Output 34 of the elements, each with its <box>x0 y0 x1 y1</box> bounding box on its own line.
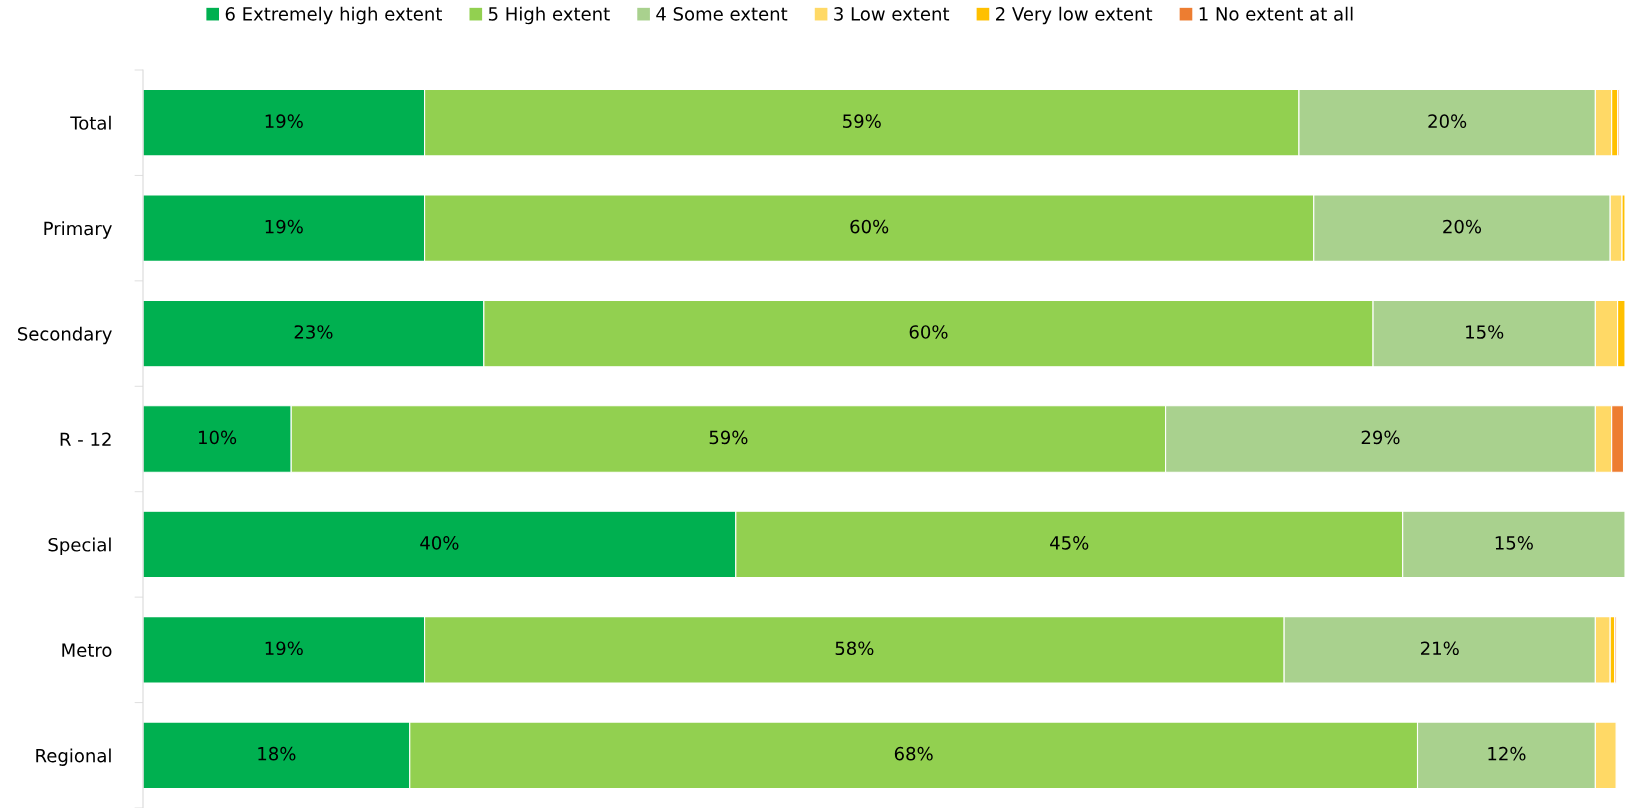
data-label: 19% <box>265 641 303 656</box>
data-label: 20% <box>1428 114 1467 128</box>
data-label: 12% <box>1488 746 1526 761</box>
legend-label: 3 Low extent <box>834 7 950 21</box>
data-label: 59% <box>843 114 881 128</box>
y-tick-label: R - 12 <box>60 432 111 446</box>
data-label: 23% <box>294 325 333 339</box>
legend-label: 6 Extremely high extent <box>225 6 442 25</box>
data-label: 10% <box>199 430 237 445</box>
data-label: 19% <box>265 219 303 234</box>
data-label: 68% <box>894 746 933 761</box>
legend-label: 1 No extent at all <box>1199 6 1353 21</box>
data-label: 58% <box>835 641 874 656</box>
y-tick-label: Regional <box>36 748 111 766</box>
y-tick-label: Special <box>48 537 111 556</box>
data-label: 45% <box>1050 536 1089 550</box>
legend-label: 5 High extent <box>488 6 610 25</box>
legend-label: 2 Very low extent <box>996 6 1153 25</box>
data-label: 60% <box>909 325 948 339</box>
y-tick-label: Secondary <box>18 326 112 345</box>
data-label: 29% <box>1361 430 1400 445</box>
data-label: 19% <box>265 114 303 128</box>
data-label: 15% <box>1495 536 1533 550</box>
legend-label: 4 Some extent <box>656 7 788 21</box>
data-label: 59% <box>709 430 748 445</box>
y-tick-label: Primary <box>44 221 112 239</box>
y-tick-label: Total <box>70 115 111 130</box>
data-label: 15% <box>1466 325 1504 339</box>
data-label: 60% <box>850 219 889 234</box>
data-label: 18% <box>258 746 296 761</box>
data-label: 21% <box>1421 641 1459 656</box>
data-label: 40% <box>420 536 459 550</box>
data-label: 20% <box>1443 219 1482 234</box>
y-tick-label: Metro <box>62 643 112 657</box>
